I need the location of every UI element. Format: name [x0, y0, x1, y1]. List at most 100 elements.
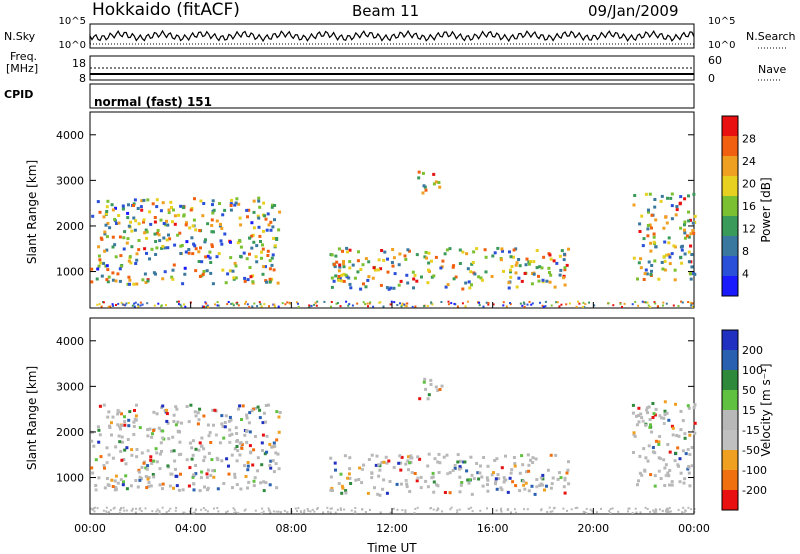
data-cell [509, 270, 512, 274]
data-cell [424, 387, 428, 391]
data-cell [358, 466, 362, 470]
data-cell [565, 303, 568, 306]
data-cell [210, 224, 214, 227]
data-cell [366, 491, 370, 495]
data-cell [378, 301, 381, 304]
data-cell [122, 247, 126, 251]
data-cell [683, 197, 687, 201]
data-cell [111, 415, 115, 419]
data-cell [105, 461, 109, 465]
data-cell [644, 268, 648, 272]
data-cell [335, 302, 338, 305]
data-cell [632, 451, 635, 454]
data-cell [204, 255, 208, 259]
data-cell [202, 459, 206, 463]
data-cell [527, 469, 531, 473]
data-cell [313, 510, 316, 513]
data-cell [687, 471, 691, 475]
data-cell [192, 488, 196, 492]
data-cell [206, 423, 210, 427]
data-cell [160, 436, 164, 440]
data-cell [425, 256, 428, 260]
data-cell [308, 305, 311, 308]
data-cell [137, 303, 140, 306]
data-cell [97, 245, 101, 249]
data-cell [524, 263, 528, 267]
data-cell [467, 280, 471, 284]
data-cell [464, 281, 468, 285]
data-cell [412, 277, 416, 281]
data-cell [244, 508, 247, 511]
data-cell [662, 255, 666, 259]
data-cell [121, 204, 125, 208]
data-cell [260, 512, 263, 515]
data-cell [550, 304, 553, 307]
data-cell [251, 305, 254, 308]
data-cell [99, 261, 103, 265]
data-cell [432, 508, 435, 511]
data-cell [399, 468, 403, 472]
data-cell [417, 176, 421, 180]
data-cell [381, 487, 385, 491]
data-cell [201, 272, 205, 276]
data-cell [260, 256, 263, 260]
data-cell [172, 420, 176, 423]
data-cell [405, 305, 408, 308]
data-cell [541, 304, 544, 307]
data-cell [169, 507, 172, 510]
data-cell [638, 471, 642, 475]
data-cell [244, 302, 246, 305]
data-cell [183, 272, 187, 276]
data-cell [492, 471, 495, 475]
data-cell [230, 432, 234, 436]
data-cell [472, 250, 476, 254]
data-cell [370, 471, 374, 475]
data-cell [202, 447, 206, 451]
data-cell [253, 302, 256, 305]
data-cell [322, 511, 325, 514]
data-cell [661, 267, 665, 271]
data-cell [148, 427, 152, 431]
data-cell [453, 464, 457, 467]
data-cell [427, 452, 431, 456]
data-cell [132, 202, 136, 206]
data-cell [427, 261, 431, 265]
data-cell [391, 264, 395, 268]
data-cell [145, 467, 149, 471]
data-cell [189, 403, 193, 407]
data-cell [114, 206, 117, 210]
data-cell [316, 506, 319, 509]
data-cell [377, 258, 381, 262]
data-cell [131, 304, 134, 307]
data-cell [693, 403, 697, 407]
data-cell [133, 228, 137, 232]
data-cell [418, 457, 422, 461]
data-cell [507, 286, 511, 290]
data-cell [544, 300, 547, 303]
data-cell [175, 474, 179, 478]
data-cell [354, 510, 357, 513]
data-cell [661, 510, 664, 513]
data-cell [111, 271, 115, 275]
data-cell [683, 432, 687, 436]
data-cell [454, 275, 458, 279]
data-cell [161, 506, 164, 509]
data-cell [261, 247, 265, 251]
data-cell [495, 509, 498, 512]
data-cell [342, 272, 346, 276]
colorbar-swatch [722, 470, 738, 491]
data-cell [483, 248, 487, 252]
data-cell [127, 224, 131, 228]
data-cell [140, 465, 144, 469]
data-cell [251, 233, 255, 237]
data-cell [543, 488, 546, 492]
data-cell [254, 255, 258, 259]
data-cell [367, 260, 371, 264]
data-cell [97, 428, 101, 432]
data-cell [192, 482, 196, 486]
data-cell [111, 208, 115, 212]
data-cell [264, 420, 268, 424]
data-cell [113, 488, 117, 492]
data-cell [650, 269, 653, 273]
noise-tick-bottom: 10^0 [59, 40, 86, 51]
